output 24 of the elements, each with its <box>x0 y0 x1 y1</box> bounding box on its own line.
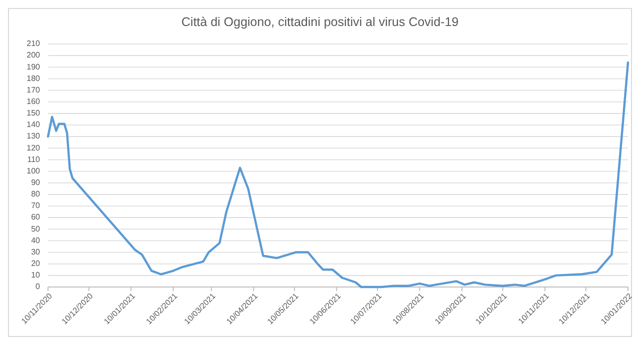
y-tick-label: 200 <box>26 50 41 60</box>
y-tick-label: 180 <box>26 74 41 83</box>
y-tick-label: 170 <box>26 85 41 94</box>
y-tick-label: 160 <box>26 96 41 106</box>
y-tick-label: 30 <box>31 247 41 256</box>
line-series <box>46 61 630 288</box>
y-tick-label: 210 <box>26 39 41 48</box>
y-tick-label: 140 <box>26 120 41 130</box>
chart-title: Città di Oggiono, cittadini positivi al virus Covid-19 <box>181 15 459 29</box>
y-tick-label: 100 <box>26 166 41 176</box>
y-tick-label: 80 <box>31 190 41 199</box>
y-tick-label: 10 <box>31 270 41 280</box>
y-tick-label: 130 <box>26 132 41 141</box>
y-tick-label: 90 <box>31 178 41 187</box>
y-tick-label: 60 <box>31 212 41 222</box>
y-tick-label: 120 <box>26 143 41 152</box>
y-tick-label: 190 <box>26 62 41 72</box>
y-tick-label: 70 <box>31 201 41 210</box>
y-tick-label: 110 <box>27 154 41 164</box>
y-tick-label: 50 <box>31 224 41 234</box>
y-tick-label: 20 <box>31 258 41 268</box>
y-tick-label: 150 <box>26 108 41 118</box>
y-tick-label: 0 <box>36 282 41 292</box>
y-tick-label: 40 <box>31 236 41 245</box>
